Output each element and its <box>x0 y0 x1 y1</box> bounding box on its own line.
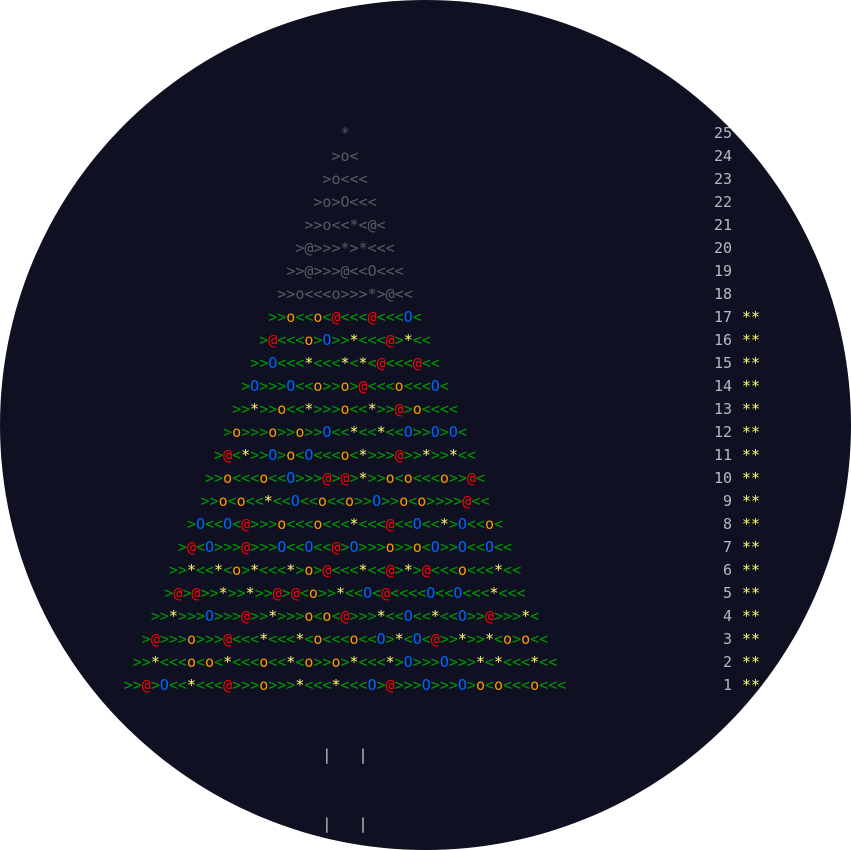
tree-row: >O>>>O<<o>>o>@<<<o<<<O< 14 ** <box>0 375 820 398</box>
tree-row-text: >>*>>o<<*>>>o<<*>>@>o<<<< <box>232 400 458 418</box>
day-stars: ** <box>742 630 761 648</box>
tree-row-text: >o>O<<< <box>313 193 377 211</box>
day-number[interactable]: 23 <box>713 170 732 188</box>
day-stars: ** <box>742 538 761 556</box>
tree-row: >>@>>>@<<O<<< 19 <box>0 260 820 283</box>
tree-row-text: >>O<<<*<<<*<*<@<<<@<< <box>250 354 440 372</box>
day-stars: ** <box>742 561 761 579</box>
day-stars: ** <box>742 492 761 510</box>
day-number[interactable]: 21 <box>713 216 732 234</box>
day-number[interactable]: 24 <box>713 147 732 165</box>
tree-row: >o>>>o>>o>>O<<*<<*<<O>>O>O< 12 ** <box>0 421 820 444</box>
day-number[interactable]: 10 <box>713 469 732 487</box>
tree-row: >>*>>>O>>>@>>*>>>o<o<@>>>*<<O<<*<<O>>@>>… <box>0 605 820 628</box>
tree-row-text: >@<<<o>O>>*<<<@>*<< <box>259 331 431 349</box>
tree-row-text: >>o<<o<@<<<@<<<O< <box>268 308 422 326</box>
day-number[interactable]: 14 <box>713 377 732 395</box>
tree-row-text: >@<*>>O>o<O<<<o<*>>>@>>*>>*<< <box>214 446 476 464</box>
tree-row-text: >O>>>O<<o>>o>@<<<o<<<O< <box>241 377 449 395</box>
day-number[interactable]: 12 <box>713 423 732 441</box>
tree-row-text: >>*>>>O>>>@>>*>>>o<o<@>>>*<<O<<*<<O>>@>>… <box>150 607 540 625</box>
day-number[interactable]: 16 <box>713 331 732 349</box>
day-number[interactable]: 3 <box>722 630 732 648</box>
tree-row: >O<<O<@>>>o<<<o<<<*<<<@<<O<<*>O<<o< 8 ** <box>0 513 820 536</box>
day-number[interactable]: 2 <box>722 653 732 671</box>
tree-row: >>o<o<<*<<O<<o<<o>>O>>o<o>>>>@<< 9 ** <box>0 490 820 513</box>
day-stars: ** <box>742 354 761 372</box>
day-number[interactable]: 17 <box>713 308 732 326</box>
tree-row: >o>O<<< 22 <box>0 191 820 214</box>
tree-row-text: >O<<O<@>>>o<<<o<<<*<<<@<<O<<*>O<<o< <box>186 515 504 533</box>
tree-row-text: >o< <box>331 147 359 165</box>
day-number[interactable]: 15 <box>713 354 732 372</box>
tree-row-text: >o<<< <box>322 170 368 188</box>
tree-row-text: >>o<<<o<<O>>>@>@>*>>o<o<<<o>>@< <box>205 469 485 487</box>
day-stars: ** <box>742 607 761 625</box>
tree-row: >>*>>o<<*>>>o<<*>>@>o<<<< 13 ** <box>0 398 820 421</box>
day-number[interactable]: 18 <box>713 285 732 303</box>
tree-row-text: >@>@>>*>>*>>@>@<o>>*<<O<@<<<<O<<O<<<*<<< <box>164 584 526 602</box>
tree-row-text: * <box>340 124 350 142</box>
trunk-line: | | <box>322 746 368 764</box>
ascii-tree: * 25 >o< 24 >o<<< 23 >o>O<<< 22 >>o<<*<@< 21 >@>>>… <box>0 122 820 697</box>
tree-row: >@>>>*>*<<< 20 <box>0 237 820 260</box>
tree-row-text: >@<O>>>@>>>O<<O<<@>O>>>o>>o<O>>O<<O<< <box>177 538 513 556</box>
day-stars: ** <box>742 653 761 671</box>
tree-row: >@<O>>>@>>>O<<O<<@>O>>>o>>o<O>>O<<O<< 7 ** <box>0 536 820 559</box>
tree-row-text: >>@>>>@<<O<<< <box>286 262 404 280</box>
tree-row: >o<<< 23 <box>0 168 820 191</box>
day-number[interactable]: 22 <box>713 193 732 211</box>
day-number[interactable]: 20 <box>713 239 732 257</box>
day-number[interactable]: 6 <box>722 561 732 579</box>
day-stars: ** <box>742 584 761 602</box>
tree-row: >@>@>>*>>*>>@>@<o>>*<<O<@<<<<O<<O<<<*<<<… <box>0 582 820 605</box>
tree-row-text: >>o<<<o>>>*>@<< <box>277 285 413 303</box>
day-number[interactable]: 4 <box>722 607 732 625</box>
tree-row: * 25 <box>0 122 820 145</box>
day-stars: ** <box>742 515 761 533</box>
tree-row: >>*<<<o<o<*<<<o<<*<o>>o>*<<<*>O>>>O>>>*<… <box>0 651 820 674</box>
tree-row-text: >>*<<<o<o<*<<<o<<*<o>>o>*<<<*>O>>>O>>>*<… <box>132 653 558 671</box>
tree-row-text: >@>>>*>*<<< <box>295 239 395 257</box>
tree-row: >@<<<o>O>>*<<<@>*<< 16 ** <box>0 329 820 352</box>
tree-row-text: >>o<<*<@< <box>304 216 386 234</box>
tree-row: >o< 24 <box>0 145 820 168</box>
tree-row: >>*<<*<o>*<<<*>o>@<<<*<<@>*>@<<<o<<<*<< 6… <box>0 559 820 582</box>
tree-row: >>o<<*<@< 21 <box>0 214 820 237</box>
day-stars: ** <box>742 400 761 418</box>
day-number[interactable]: 19 <box>713 262 732 280</box>
tree-row: >>O<<<*<<<*<*<@<<<@<< 15 ** <box>0 352 820 375</box>
day-stars: ** <box>742 377 761 395</box>
day-number[interactable]: 5 <box>722 584 732 602</box>
tree-row: >>@>O<<*<<<@>>>o>>>*<<<*<<<O>@>>>O>>>O>o… <box>0 674 820 697</box>
day-number[interactable]: 13 <box>713 400 732 418</box>
day-stars: ** <box>742 423 761 441</box>
day-number[interactable]: 9 <box>722 492 732 510</box>
day-number[interactable]: 11 <box>713 446 732 464</box>
tree-row: >>o<<<o<<O>>>@>@>*>>o<o<<<o>>@< 10 ** <box>0 467 820 490</box>
day-number[interactable]: 1 <box>722 676 732 694</box>
day-stars: ** <box>742 469 761 487</box>
day-number[interactable]: 7 <box>722 538 732 556</box>
tree-row-text: >@>>>o>>>@<<<*<<<*<o<<<o<<O>*<O<@>>*>>*<… <box>141 630 549 648</box>
tree-row-text: >>@>O<<*<<<@>>>o>>>*<<<*<<<O>@>>>O>>>O>o… <box>123 676 567 694</box>
tree-row: >>o<<o<@<<<@<<<O< 17 ** <box>0 306 820 329</box>
day-stars: ** <box>742 331 761 349</box>
day-number[interactable]: 25 <box>713 124 732 142</box>
tree-row: >@>>>o>>>@<<<*<<<*<o<<<o<<O>*<O<@>>*>>*<… <box>0 628 820 651</box>
tree-row: >@<*>>O>o<O<<<o<*>>>@>>*>>*<< 11 ** <box>0 444 820 467</box>
day-stars: ** <box>742 308 761 326</box>
trunk-line: | | <box>322 815 368 833</box>
tree-row-text: >>*<<*<o>*<<<*>o>@<<<*<<@>*>@<<<o<<<*<< <box>168 561 522 579</box>
tree-row: >>o<<<o>>>*>@<< 18 <box>0 283 820 306</box>
day-stars: ** <box>742 676 761 694</box>
day-stars: ** <box>742 446 761 464</box>
tree-row-text: >o>>>o>>o>>O<<*<<*<<O>>O>O< <box>223 423 467 441</box>
tree-row-text: >>o<o<<*<<O<<o<<o>>O>>o<o>>>>@<< <box>200 492 490 510</box>
day-number[interactable]: 8 <box>722 515 732 533</box>
tree-trunk: | | | | _ _ __ ___|___|___ __ _ _ <box>0 698 690 850</box>
